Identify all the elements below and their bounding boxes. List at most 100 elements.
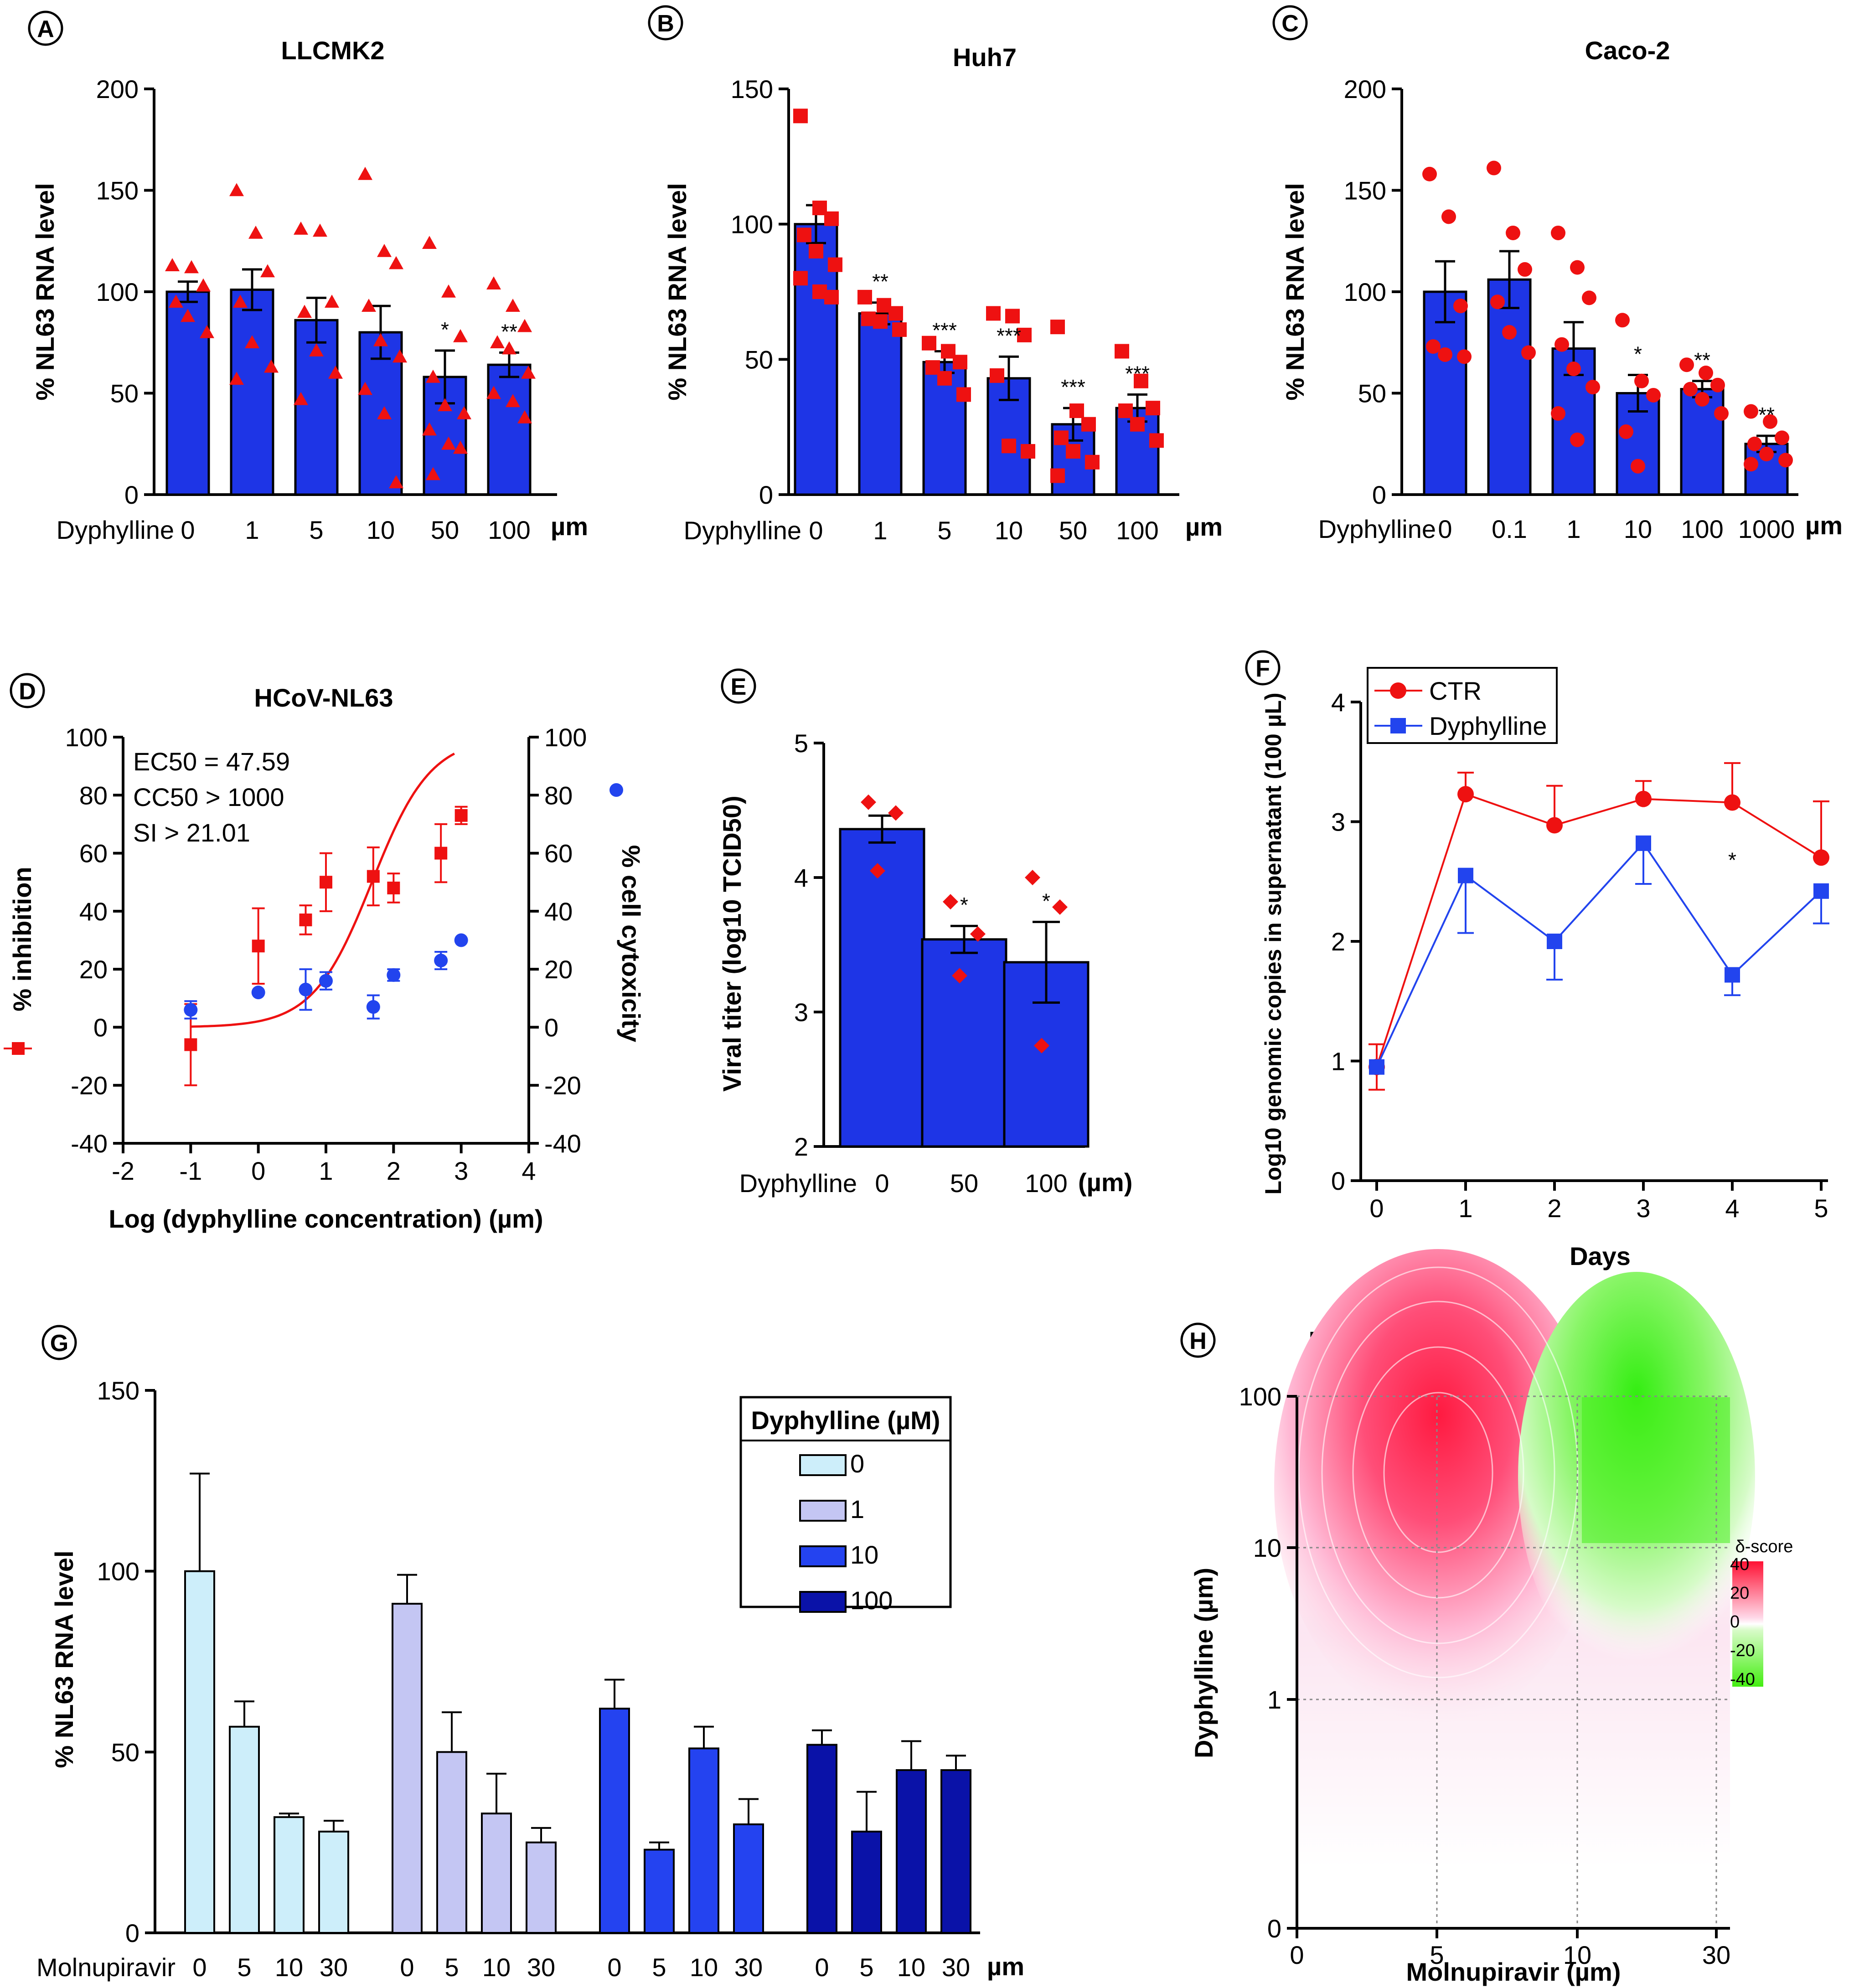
data-point [1021,444,1035,459]
y-tick-label: 150 [97,1376,139,1405]
right-legend-marker [609,783,623,797]
y-tick-label: 5 [794,729,808,758]
significance-label: ** [872,270,888,294]
cytotoxicity-point [319,974,333,988]
bar [1551,347,1596,496]
data-point [453,440,468,454]
data-point [184,260,199,274]
data-point [229,183,244,196]
heatmap-legend-bar [1732,1561,1763,1687]
data-point [1683,382,1698,397]
x-tick-label: 5 [652,1953,666,1982]
data-point [313,223,327,237]
data-point [1017,327,1032,342]
data-point [1747,436,1762,451]
data-point [1744,404,1758,419]
data-point [1582,290,1596,305]
data-point [952,968,967,984]
inhibition-point [299,913,312,926]
y-tick-label: 0 [1267,1914,1281,1943]
bar [392,1603,423,1934]
inhibition-point [320,876,332,889]
data-point [245,335,259,349]
x-axis-label: Days [1570,1242,1631,1270]
data-point [457,406,471,419]
data-point [1744,457,1758,472]
dyphylline-point [1547,934,1562,949]
y-tick-label: 200 [1344,75,1386,103]
x-tick-label: 10 [367,516,395,544]
data-point [486,386,501,399]
right-y-tick-label: 0 [544,1013,558,1042]
data-point [1118,403,1133,418]
data-point [1710,377,1725,392]
data-point [1634,373,1649,388]
data-point [422,422,437,436]
data-point [358,166,372,180]
x-tick-label: 1 [245,516,259,544]
bar [230,289,274,496]
heatmap-antagonism-top [1582,1397,1730,1543]
data-point [1646,387,1661,403]
bar [1680,388,1725,496]
significance-label: ** [501,320,517,344]
significance-label: * [441,318,449,341]
panel-badge-circle [10,673,45,708]
data-point [1521,345,1536,360]
x-tick-label: 10 [482,1953,511,1982]
right-y-tick-label: 40 [544,897,573,926]
dyphylline-point [1725,967,1740,983]
data-point [506,394,520,408]
x-unit-label: µm [551,512,588,541]
x-tick-label: 2 [387,1157,401,1185]
legend-title: Dyphylline (µM) [751,1406,940,1435]
ctr-point [1546,817,1563,834]
bar [436,1751,467,1934]
significance-label: *** [932,319,957,342]
bar [526,1841,557,1934]
cytotoxicity-point [251,986,265,1000]
data-point [441,436,456,450]
left-y-tick-label: 0 [93,1013,108,1042]
annotation-text: SI > 21.01 [133,818,250,847]
dyphylline-point [1369,1059,1384,1075]
data-point [1422,166,1437,181]
cytotoxicity-point [387,968,401,982]
significance-label: *** [1061,375,1085,399]
panel-title: Huh7 [953,43,1017,72]
y-tick-label: 150 [1344,176,1386,205]
x-tick-label: 1000 [1738,515,1795,543]
data-point [297,305,312,318]
legend-swatch [799,1500,847,1522]
x-tick-label: 10 [897,1953,925,1982]
x-tick-label: 100 [1116,516,1158,545]
panel-title: LLCMK2 [281,36,384,65]
inhibition-point [387,881,400,894]
data-point [325,294,339,308]
panel-badge-circle [41,1325,77,1360]
y-tick-label: 100 [97,1557,139,1586]
y-tick-label: 3 [1331,808,1345,837]
panel-badge-label: D [19,678,36,705]
data-point [861,794,876,810]
legend-swatch [799,1591,847,1613]
data-point [1714,406,1729,421]
bar [229,1725,260,1934]
data-point [517,410,532,423]
data-point [248,225,263,239]
significance-label: * [1042,889,1050,913]
y-tick-label: 4 [1331,688,1345,717]
data-point [441,284,456,298]
y-tick-label: 150 [96,176,139,205]
data-point [1149,433,1164,448]
left-y-tick-label: 60 [79,839,108,868]
data-point [1115,344,1129,359]
panel-badge-label: B [657,10,674,37]
y-axis-label: Dyphylline (µm) [1189,1568,1218,1758]
cytotoxicity-point [434,954,448,968]
y-axis-label: % NL63 RNA level [31,183,59,400]
x-tick-label: 0 [1369,1194,1384,1223]
y-tick-label: 0 [759,480,773,509]
data-point [1438,347,1452,362]
data-point [970,926,986,942]
